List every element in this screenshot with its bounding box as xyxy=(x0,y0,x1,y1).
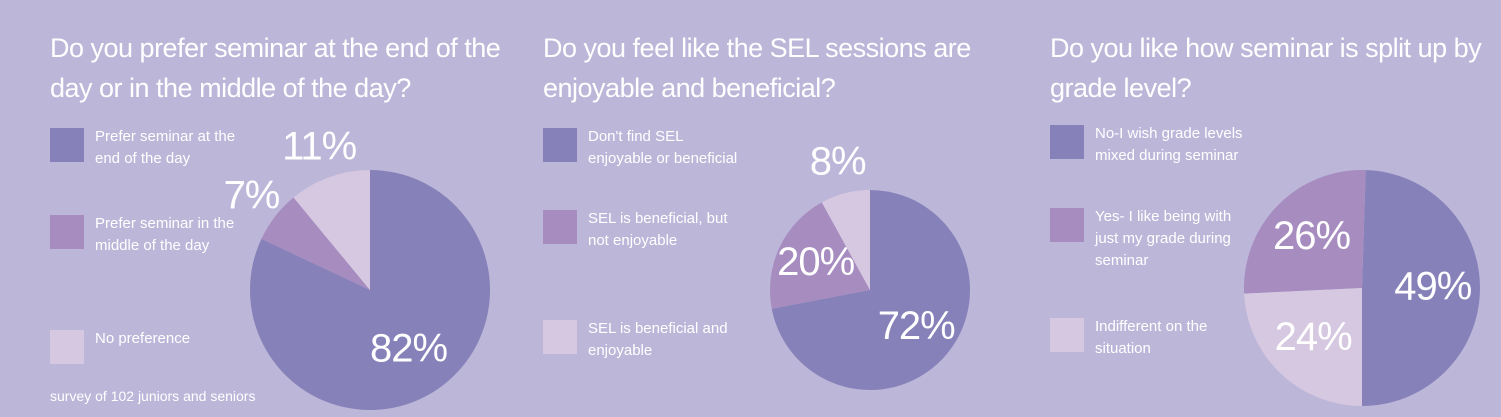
legend-label: No preference xyxy=(95,330,191,347)
legend-label: No-I wish grade levels mixed during semi… xyxy=(1095,125,1243,164)
pie-slice xyxy=(293,170,370,290)
pie-slice xyxy=(770,202,870,309)
pie-slice xyxy=(1362,170,1480,406)
legend-swatch xyxy=(50,215,84,249)
legend-label: Indifferent on the situation xyxy=(1095,318,1208,357)
value-label: 26% xyxy=(1273,214,1350,258)
chart-title: Do you like how seminar is split up by g… xyxy=(1050,33,1482,103)
legend-swatch xyxy=(543,210,577,244)
pie-slice xyxy=(1244,170,1366,294)
legend-label: Don't find SEL enjoyable or beneficial xyxy=(588,128,738,167)
pie-slice xyxy=(261,197,370,290)
pie-slice xyxy=(1244,288,1362,406)
legend-swatch xyxy=(543,128,577,162)
legend-swatch xyxy=(543,320,577,354)
legend-swatch xyxy=(50,330,84,364)
value-label: 72% xyxy=(878,304,955,348)
legend-label: Prefer seminar in the middle of the day xyxy=(95,215,235,254)
value-label: 20% xyxy=(777,240,854,284)
pie-slice xyxy=(771,189,971,390)
pie-slice xyxy=(821,190,870,290)
value-label: 24% xyxy=(1275,315,1352,359)
value-label: 8% xyxy=(810,140,866,184)
chart-title: Do you prefer seminar at the end of the … xyxy=(50,33,501,103)
legend-label: SEL is beneficial and enjoyable xyxy=(588,320,728,359)
value-label: 7% xyxy=(224,174,280,218)
legend-swatch xyxy=(1050,125,1084,159)
value-label: 49% xyxy=(1394,265,1471,309)
value-label: 11% xyxy=(282,124,357,168)
legend-label: SEL is beneficial, but not enjoyable xyxy=(588,210,728,249)
value-label: 82% xyxy=(370,326,447,370)
legend-label: Prefer seminar at the end of the day xyxy=(95,128,236,167)
legend-swatch xyxy=(1050,318,1084,352)
legend-swatch xyxy=(1050,208,1084,242)
footnote: survey of 102 juniors and seniors xyxy=(50,388,256,404)
legend-swatch xyxy=(50,128,84,162)
chart-title: Do you feel like the SEL sessions are en… xyxy=(543,33,971,103)
legend-label: Yes- I like being with just my grade dur… xyxy=(1095,208,1232,269)
